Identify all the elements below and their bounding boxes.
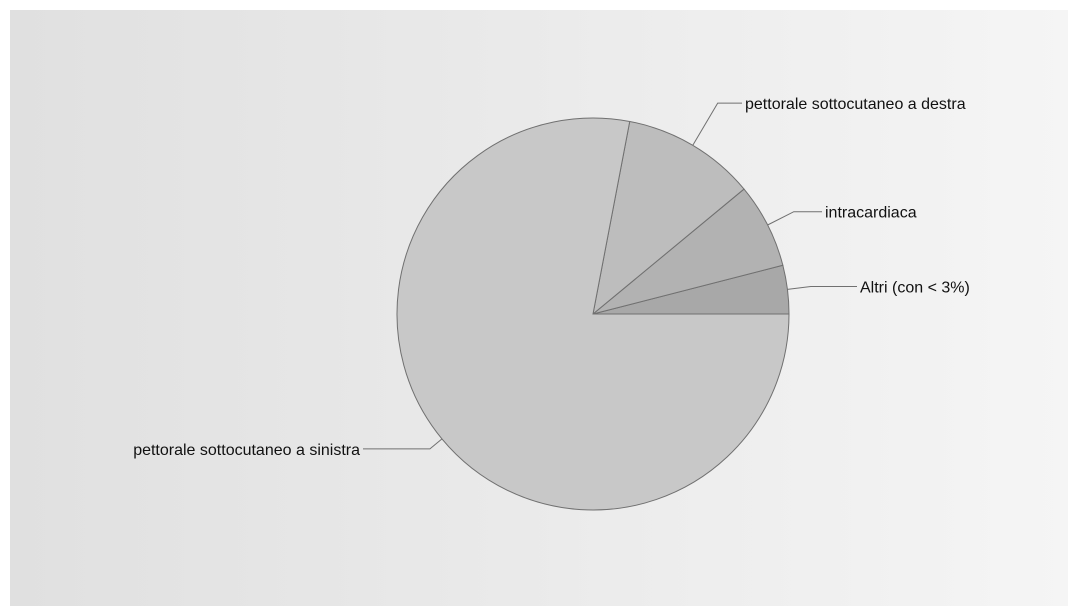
slice-label-pettorale-sottocutaneo-a-destra: pettorale sottocutaneo a destra bbox=[745, 96, 966, 113]
leader-line-pettorale-sottocutaneo-a-sinistra bbox=[363, 438, 443, 450]
pie-slice-pettorale-sottocutaneo-a-sinistra[interactable] bbox=[396, 117, 790, 511]
slice-label-intracardiaca: intracardiaca bbox=[825, 205, 917, 222]
leader-line-altri-con-3 bbox=[787, 286, 857, 290]
pie-slices bbox=[396, 117, 790, 511]
slice-labels: Altri (con < 3%) intracardiaca pettorale s… bbox=[133, 96, 970, 459]
leader-line-intracardiaca bbox=[767, 211, 822, 226]
slice-label-pettorale-sottocutaneo-a-sinistra: pettorale sottocutaneo a sinistra bbox=[133, 442, 360, 459]
slice-label-altri-con-3: Altri (con < 3%) bbox=[860, 280, 970, 297]
leader-lines bbox=[363, 102, 857, 450]
chart-panel: Altri (con < 3%) intracardiaca pettorale s… bbox=[10, 10, 1068, 606]
pie-slice-pettorale-sottocutaneo-a-destra[interactable] bbox=[592, 120, 745, 316]
leader-line-pettorale-sottocutaneo-a-destra bbox=[692, 102, 742, 146]
pie-chart: Altri (con < 3%) intracardiaca pettorale s… bbox=[133, 96, 970, 511]
